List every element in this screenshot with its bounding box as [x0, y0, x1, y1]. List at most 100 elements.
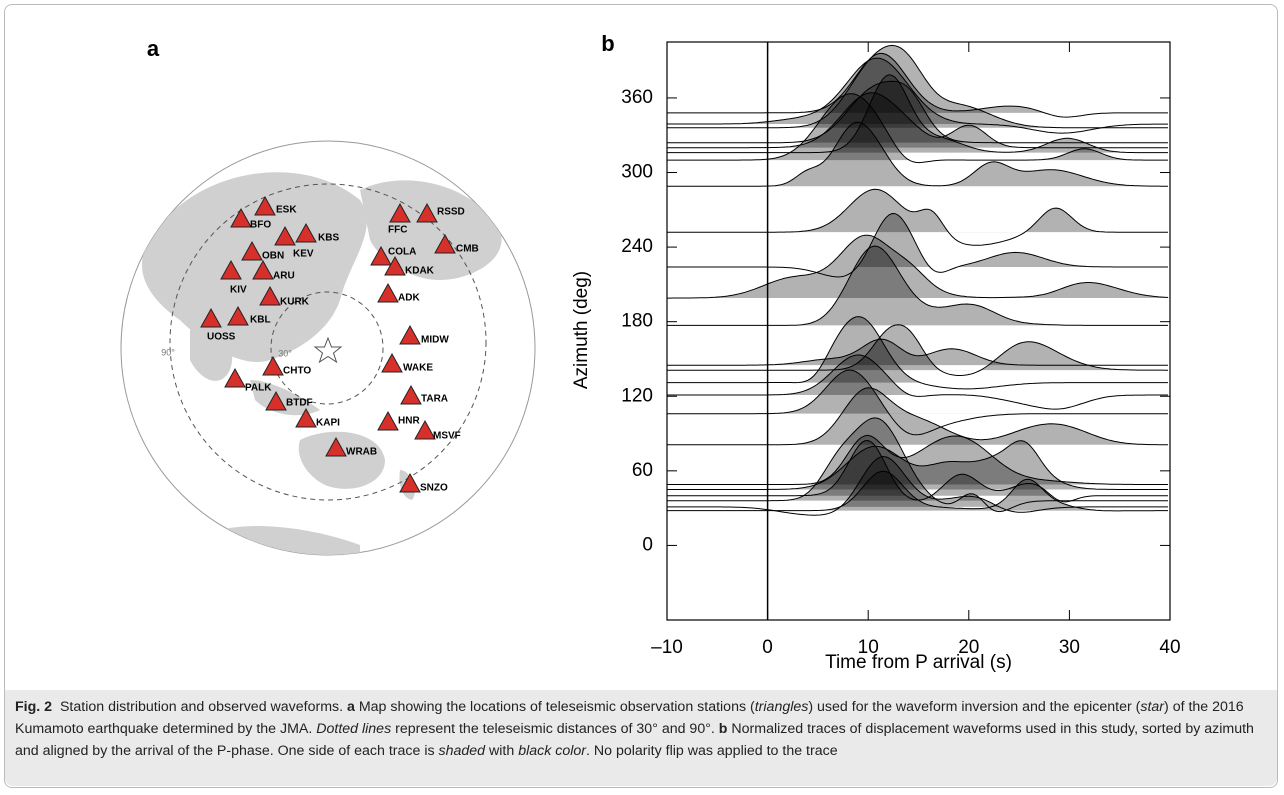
trace	[667, 57, 1168, 134]
y-tick-label: 180	[621, 311, 653, 332]
trace	[667, 44, 1168, 129]
trace-shading	[667, 417, 1170, 501]
station-label: ARU	[273, 271, 295, 282]
trace-shading	[667, 387, 1170, 445]
station-marker	[220, 259, 242, 280]
y-tick-label: 60	[632, 460, 653, 481]
trace	[667, 324, 1168, 376]
station-label: SNZO	[420, 483, 448, 494]
station-label: KAPI	[316, 418, 340, 429]
caption-text: ) of the 2016 Kumamoto earthquake determ…	[15, 699, 1244, 737]
map: 90° 30° ESK BFO KBS KEV FFC RSSD CMB OBN COLA KDA…	[120, 140, 536, 556]
station-marker	[377, 410, 399, 431]
trace	[667, 212, 1168, 278]
station-label: WRAB	[346, 447, 377, 458]
trace	[667, 455, 1168, 516]
station-marker	[399, 324, 421, 345]
station-label: KBS	[318, 233, 339, 244]
x-tick-label: 10	[858, 637, 879, 658]
y-tick-label: 0	[642, 534, 653, 555]
trace-shading	[667, 235, 1170, 299]
caption-text: Map showing the locations of teleseismic…	[354, 699, 755, 715]
station-label: OBN	[262, 251, 284, 262]
caption-text: with	[485, 743, 519, 759]
trace-shading	[667, 440, 1170, 490]
distance-label: 90°	[161, 347, 175, 357]
station-marker	[325, 436, 347, 457]
station-marker	[252, 259, 274, 280]
distance-label: 30°	[278, 348, 292, 358]
station-marker	[227, 305, 249, 326]
station-marker	[416, 202, 438, 223]
station-label: UOSS	[207, 332, 236, 343]
trace-shading	[667, 324, 1170, 371]
station-label: KIV	[230, 285, 247, 296]
station-marker	[295, 407, 317, 428]
caption-text: ) used for the waveform inversion and th…	[808, 699, 1141, 715]
trace-shading	[667, 58, 1170, 125]
caption-text: Dotted lines	[316, 721, 392, 737]
distance-circle	[169, 183, 487, 501]
y-tick-label: 240	[621, 236, 653, 257]
x-tick-label: –10	[651, 637, 683, 658]
y-tick-label: 300	[621, 162, 653, 183]
trace	[667, 369, 1168, 436]
trace-shading	[667, 74, 1170, 153]
station-label: ESK	[276, 205, 297, 216]
trace	[667, 387, 1168, 446]
traces	[667, 44, 1170, 516]
station-marker	[274, 225, 296, 246]
trace-shading	[667, 456, 1170, 507]
station-label: BFO	[250, 220, 271, 231]
station-label: MSVF	[433, 431, 461, 442]
panel-label: b	[601, 31, 614, 56]
trace	[667, 188, 1168, 246]
station-marker	[389, 202, 411, 223]
station-label: PALK	[245, 383, 272, 394]
trace	[667, 93, 1168, 164]
station-marker	[377, 282, 399, 303]
station-marker	[224, 367, 246, 388]
caption-label: Fig. 2	[15, 699, 53, 715]
panel-label: a	[147, 36, 160, 61]
trace	[667, 92, 1168, 149]
waveform-plot: b –10 0 10 20 30 40 0 60 120 180 240 300 360 Time from…	[571, 31, 1181, 673]
trace-shading	[667, 246, 1170, 326]
trace	[667, 354, 1168, 410]
station-label: TARA	[421, 394, 448, 405]
station-marker	[295, 222, 317, 243]
station-marker	[259, 285, 281, 306]
station-label: FFC	[388, 225, 407, 236]
trace-shading	[667, 92, 1170, 148]
station-label: KDAK	[405, 266, 435, 277]
station-label: CMB	[456, 244, 479, 255]
x-tick-label: 20	[958, 637, 979, 658]
trace	[667, 440, 1168, 490]
station-label: CHTO	[283, 366, 311, 377]
station-label: KEV	[293, 249, 314, 260]
trace-shading	[667, 45, 1170, 128]
station-marker	[265, 390, 287, 411]
station-marker	[414, 419, 436, 440]
y-axis-title: Azimuth (deg)	[571, 271, 592, 389]
x-axis-title: Time from P arrival (s)	[825, 652, 1012, 673]
trace-shading	[667, 370, 1170, 414]
caption-text: shaded	[438, 743, 486, 759]
station-label: ADK	[398, 293, 420, 304]
trace-shading	[667, 471, 1170, 511]
trace	[667, 417, 1168, 513]
trace	[667, 121, 1168, 187]
caption: Fig. 2 Station distribution and observed…	[5, 690, 1277, 786]
trace-shading	[667, 81, 1170, 143]
trace	[667, 470, 1168, 512]
trace	[667, 245, 1168, 326]
trace-shading	[667, 213, 1170, 267]
y-tick-label: 120	[621, 385, 653, 406]
trace-shading	[667, 339, 1170, 366]
x-tick-label: 40	[1159, 637, 1180, 658]
caption-text: star	[1140, 699, 1165, 715]
trace-shading	[667, 435, 1170, 485]
station-label: BTDF	[286, 398, 313, 409]
station-marker	[241, 240, 263, 261]
